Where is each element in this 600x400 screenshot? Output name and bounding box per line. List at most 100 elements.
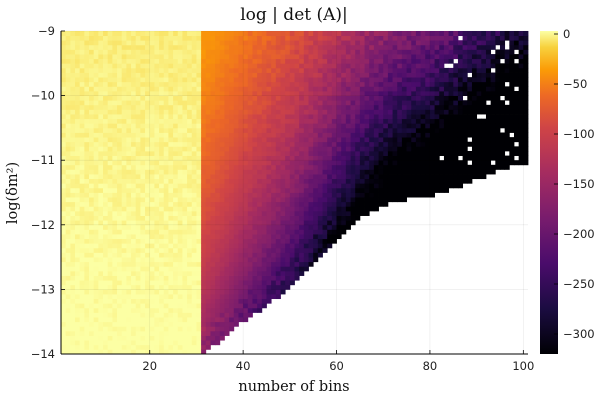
heatmap-cell: [61, 252, 67, 258]
heatmap-cell: [336, 141, 342, 147]
heatmap-cell: [420, 137, 426, 143]
heatmap-cell: [467, 58, 473, 64]
heatmap-cell: [406, 35, 412, 41]
heatmap-cell: [322, 146, 328, 152]
heatmap-cell: [182, 174, 188, 180]
heatmap-cell: [252, 289, 258, 295]
heatmap-cell: [355, 206, 361, 212]
heatmap-cell: [392, 164, 398, 170]
heatmap-cell: [299, 169, 305, 175]
heatmap-cell: [481, 49, 487, 55]
heatmap-cell: [355, 178, 361, 184]
heatmap-cell: [93, 220, 99, 226]
heatmap-cell: [331, 31, 337, 37]
heatmap-cell: [173, 289, 179, 295]
heatmap-cell: [266, 289, 272, 295]
heatmap-cell: [313, 118, 319, 124]
heatmap-cell: [275, 257, 281, 263]
heatmap-cell: [201, 35, 207, 41]
heatmap-cell: [121, 67, 127, 73]
heatmap-cell: [429, 40, 435, 46]
heatmap-cell: [313, 201, 319, 207]
heatmap-cell: [163, 229, 169, 235]
heatmap-cell: [70, 210, 76, 216]
heatmap-cell: [182, 261, 188, 267]
heatmap-cell: [252, 197, 258, 203]
heatmap-cell: [243, 247, 249, 253]
heatmap-cell: [453, 178, 459, 184]
heatmap-cell: [327, 243, 333, 249]
heatmap-cell: [457, 49, 464, 55]
heatmap-cell: [383, 31, 389, 37]
heatmap-cell: [191, 307, 197, 313]
heatmap-cell: [299, 58, 305, 64]
heatmap-cell: [219, 44, 225, 50]
heatmap-cell: [154, 86, 160, 92]
heatmap-cell: [462, 77, 468, 83]
heatmap-cell: [121, 307, 127, 313]
heatmap-cell: [275, 247, 281, 253]
heatmap-cell: [159, 197, 165, 203]
heatmap-cell: [121, 104, 127, 110]
heatmap-cell: [196, 275, 202, 281]
heatmap-cell: [70, 284, 76, 290]
heatmap-cell: [93, 344, 99, 350]
heatmap-cell: [336, 40, 342, 46]
heatmap-cell: [205, 35, 211, 41]
heatmap-cell: [201, 303, 207, 309]
heatmap-cell: [229, 252, 235, 258]
heatmap-cell: [313, 90, 319, 96]
heatmap-cell: [247, 81, 253, 87]
heatmap-cell: [177, 224, 183, 230]
heatmap-cell: [70, 224, 76, 230]
heatmap-cell: [345, 40, 351, 46]
heatmap-cell: [70, 330, 76, 336]
heatmap-cell: [336, 183, 342, 189]
heatmap-cell: [182, 67, 188, 73]
heatmap-cell: [401, 100, 407, 106]
heatmap-cell: [387, 40, 393, 46]
heatmap-cell: [345, 54, 351, 60]
heatmap-cell: [443, 31, 450, 37]
heatmap-cell: [336, 150, 342, 156]
heatmap-cell: [252, 252, 258, 258]
heatmap-cell: [131, 344, 137, 350]
heatmap-cell: [425, 90, 431, 96]
heatmap-cell: [93, 104, 99, 110]
heatmap-cell: [345, 146, 351, 152]
heatmap-cell: [182, 58, 188, 64]
heatmap-cell: [280, 252, 286, 258]
heatmap-cell: [121, 77, 127, 83]
heatmap-cell: [387, 187, 393, 193]
heatmap-cell: [285, 86, 291, 92]
heatmap-cell: [70, 201, 76, 207]
heatmap-cell: [247, 155, 253, 161]
heatmap-cell: [439, 118, 445, 124]
heatmap-cell: [79, 234, 85, 240]
heatmap-cell: [121, 31, 127, 37]
heatmap-cell: [247, 95, 253, 101]
heatmap-cell: [397, 100, 403, 106]
heatmap-cell: [327, 137, 333, 143]
heatmap-cell: [285, 275, 291, 281]
heatmap-cell: [219, 330, 225, 336]
heatmap-cell: [331, 63, 337, 69]
heatmap-cell: [182, 40, 188, 46]
heatmap-cell: [126, 183, 132, 189]
heatmap-cell: [383, 95, 389, 101]
heatmap-cell: [75, 160, 81, 166]
heatmap-cell: [397, 118, 403, 124]
heatmap-cell: [355, 67, 361, 73]
heatmap-cell: [299, 90, 305, 96]
heatmap-cell: [266, 100, 272, 106]
heatmap-cell: [378, 72, 384, 78]
heatmap-cell: [285, 257, 291, 263]
heatmap-cell: [476, 31, 482, 37]
heatmap-cell: [229, 210, 235, 216]
heatmap-cell: [159, 104, 165, 110]
heatmap-cell: [79, 197, 85, 203]
heatmap-cell: [89, 86, 95, 92]
heatmap-cell: [196, 187, 202, 193]
heatmap-cell: [93, 330, 99, 336]
heatmap-cell: [457, 178, 464, 184]
